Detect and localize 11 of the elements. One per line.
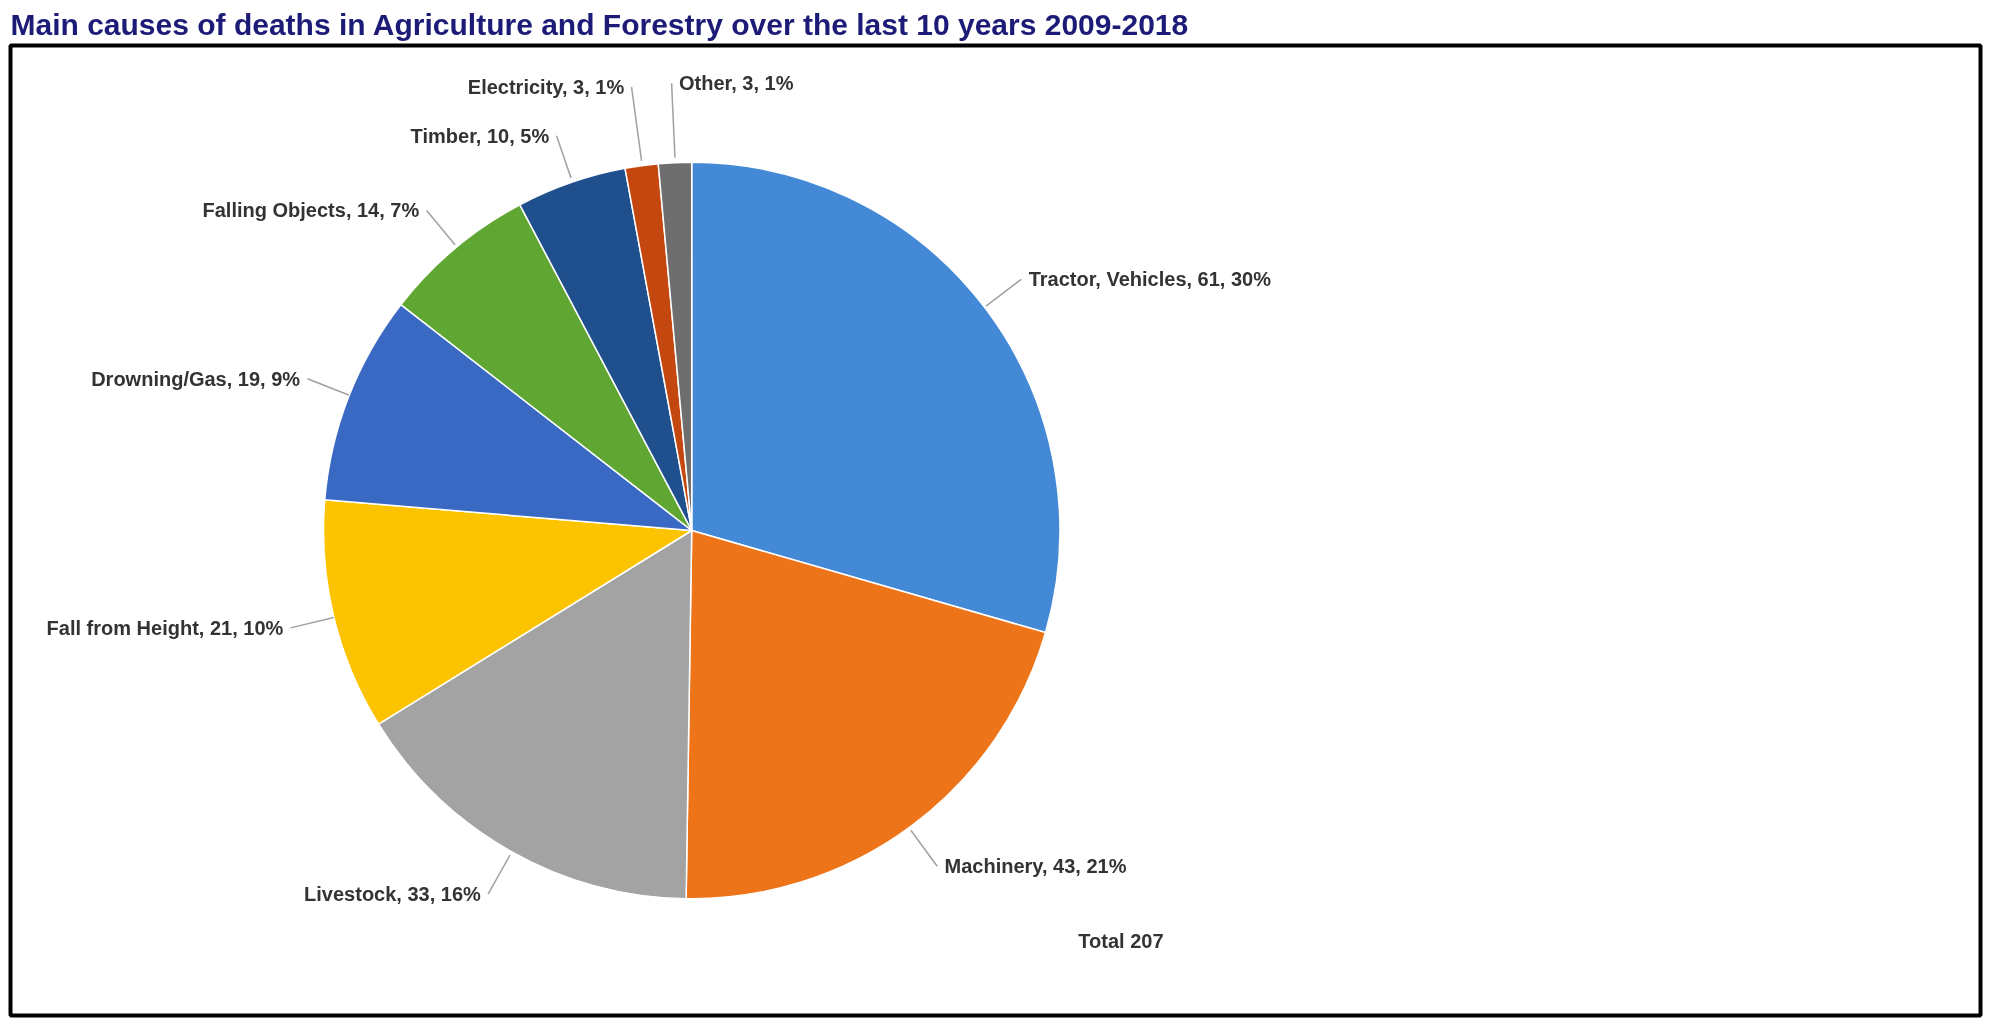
- slice-label: Drowning/Gas, 19, 9%: [91, 367, 301, 390]
- slice-label: Fall from Height, 21, 10%: [46, 616, 284, 639]
- slice-label: Other, 3, 1%: [678, 72, 794, 95]
- slice-label: Machinery, 43, 21%: [944, 855, 1127, 878]
- slice-label: Falling Objects, 14, 7%: [202, 199, 420, 222]
- slice-label: Timber, 10, 5%: [410, 124, 550, 147]
- slice-label: Electricity, 3, 1%: [467, 75, 625, 98]
- slice-label: Livestock, 33, 16%: [304, 882, 482, 905]
- text: Total 207: [1078, 929, 1164, 952]
- chart-title: Main causes of deaths in Agriculture and Forestry over the last 10 years 2009-2018: [10, 7, 1189, 41]
- slice-label: Tractor, Vehicles, 61, 30%: [1028, 268, 1272, 291]
